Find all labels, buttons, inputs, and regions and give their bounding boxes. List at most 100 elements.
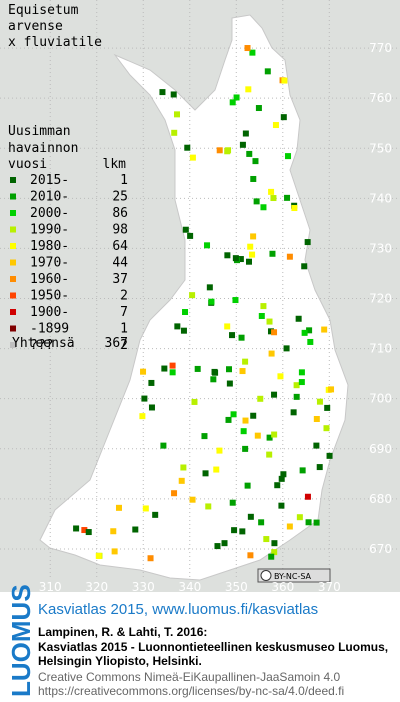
occurrence-square — [283, 345, 290, 352]
headline: Kasviatlas 2015, www.luomus.fi/kasviatla… — [38, 601, 318, 618]
occurrence-square — [313, 415, 320, 422]
legend-swatch — [10, 309, 16, 315]
occurrence-square — [277, 373, 284, 380]
occurrence-square — [184, 144, 191, 151]
legend-header: havainnon — [8, 141, 78, 156]
legend-label: 1990- — [30, 223, 69, 238]
occurrence-square — [206, 284, 213, 291]
legend-total-label: Yhteensä — [12, 336, 75, 351]
legend-count: 7 — [120, 305, 128, 320]
occurrence-square — [260, 204, 267, 211]
occurrence-square — [295, 315, 302, 322]
occurrence-square — [323, 425, 330, 432]
occurrence-square — [304, 493, 311, 500]
occurrence-square — [250, 412, 257, 419]
occurrence-square — [298, 379, 305, 386]
occurrence-square — [269, 250, 276, 257]
occurrence-square — [313, 442, 320, 449]
occurrence-square — [224, 323, 231, 330]
occurrence-square — [180, 464, 187, 471]
occurrence-square — [245, 258, 252, 265]
occurrence-square — [274, 482, 281, 489]
occurrence-square — [271, 431, 278, 438]
license-badge-text: BY-NC-SA — [274, 572, 312, 581]
cc-icon — [260, 570, 272, 581]
y-tick-label: 690 — [369, 442, 392, 456]
occurrence-square — [229, 332, 236, 339]
occurrence-square — [132, 526, 139, 533]
occurrence-square — [238, 334, 245, 341]
occurrence-square — [194, 365, 201, 372]
x-tick-label: 370 — [318, 580, 341, 594]
occurrence-square — [182, 226, 189, 233]
occurrence-square — [249, 49, 256, 56]
occurrence-square — [245, 86, 252, 93]
legend-header: lkm — [103, 157, 127, 172]
occurrence-square — [230, 411, 237, 418]
occurrence-square — [152, 511, 159, 518]
occurrence-square — [304, 239, 311, 246]
legend-label: 1970- — [30, 256, 69, 271]
occurrence-square — [242, 130, 249, 137]
occurrence-square — [267, 328, 274, 335]
legend-label: 1980- — [30, 239, 69, 254]
occurrence-square — [148, 379, 155, 386]
legend-swatch — [10, 177, 16, 183]
x-tick-label: 360 — [271, 580, 294, 594]
occurrence-square — [257, 395, 264, 402]
occurrence-square — [147, 555, 154, 562]
legend-swatch — [10, 325, 16, 332]
legend-swatch — [10, 276, 16, 282]
x-tick-label: 350 — [225, 580, 248, 594]
occurrence-square — [281, 77, 288, 84]
occurrence-square — [271, 391, 278, 398]
occurrence-square — [324, 404, 331, 411]
legend-count: 1 — [120, 322, 128, 337]
legend-count: 64 — [112, 239, 128, 254]
occurrence-square — [115, 504, 122, 511]
y-tick-label: 730 — [369, 241, 392, 255]
citation: Helsingin Yliopisto, Helsinki. — [38, 654, 202, 668]
occurrence-square — [253, 198, 260, 205]
occurrence-square — [210, 376, 217, 383]
occurrence-square — [280, 114, 287, 121]
legend-swatch — [10, 342, 16, 348]
occurrence-square — [214, 543, 221, 550]
occurrence-square — [201, 433, 208, 440]
occurrence-square — [242, 358, 249, 365]
occurrence-square — [293, 393, 300, 400]
legend-count: 2 — [120, 289, 128, 304]
occurrence-square — [161, 365, 168, 372]
occurrence-square — [205, 503, 212, 510]
legend-label: 2000- — [30, 206, 69, 221]
title-line: x fluviatile — [8, 35, 102, 50]
occurrence-square — [290, 409, 297, 416]
y-tick-label: 670 — [369, 542, 392, 556]
occurrence-square — [224, 252, 231, 259]
legend-count: 1 — [120, 173, 128, 188]
occurrence-square — [239, 141, 246, 148]
occurrence-square — [247, 513, 254, 520]
occurrence-square — [249, 251, 256, 258]
occurrence-square — [266, 434, 273, 441]
occurrence-square — [189, 292, 196, 299]
citation: Kasviatlas 2015 - Luonnontieteellinen ke… — [38, 640, 388, 654]
legend-swatch — [10, 226, 16, 233]
occurrence-square — [316, 464, 323, 471]
occurrence-square — [296, 514, 303, 521]
y-tick-label: 680 — [369, 492, 392, 506]
occurrence-square — [278, 475, 285, 482]
occurrence-square — [285, 153, 292, 160]
occurrence-square — [232, 255, 239, 262]
citation: Lampinen, R. & Lahti, T. 2016: — [38, 625, 207, 639]
y-tick-label: 770 — [369, 41, 392, 55]
occurrence-square — [278, 502, 285, 509]
occurrence-square — [189, 496, 196, 503]
occurrence-square — [211, 368, 218, 375]
occurrence-square — [258, 519, 265, 526]
occurrence-square — [216, 447, 223, 454]
y-tick-label: 750 — [369, 141, 392, 155]
occurrence-square — [233, 94, 240, 101]
